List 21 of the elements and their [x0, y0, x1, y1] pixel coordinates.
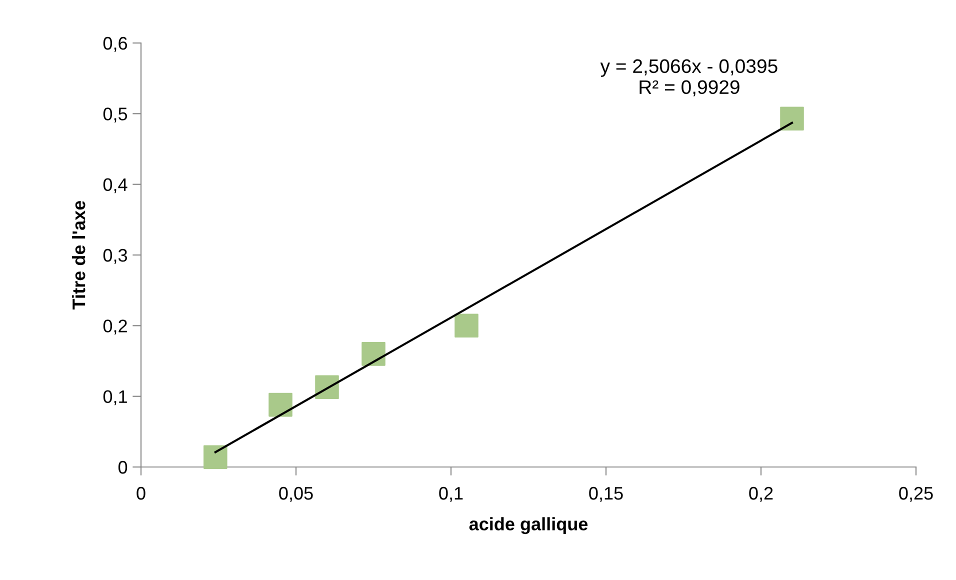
point: [362, 342, 386, 366]
annotation: y = 2,5066x - 0,0395 R² = 0,9929: [600, 59, 778, 96]
x-tick-label: 0,2: [749, 486, 773, 502]
y-tick-label: 0,2: [103, 320, 127, 335]
point: [268, 392, 292, 417]
x-tick-label: 0,15: [589, 486, 623, 502]
y-axis-title: Titre de l'axe: [72, 200, 86, 310]
y-tick-label: 0,3: [103, 248, 128, 264]
point: [454, 314, 478, 338]
y-tick-label: 0,6: [103, 36, 128, 52]
x-tick-label: 0,05: [279, 486, 313, 502]
y-tick-label: 0: [118, 460, 128, 474]
x-tick-label: 0,1: [439, 486, 463, 502]
x-axis-title: acide gallique: [469, 517, 588, 534]
y-tick-label: 0,1: [103, 390, 127, 406]
x-tick-label: 0: [136, 486, 146, 500]
point: [780, 106, 804, 131]
point: [204, 445, 228, 469]
y-tick-label: 0,4: [103, 178, 128, 194]
y-tick-label: 0,5: [103, 108, 128, 123]
x-tick-label: 0,25: [899, 486, 933, 502]
